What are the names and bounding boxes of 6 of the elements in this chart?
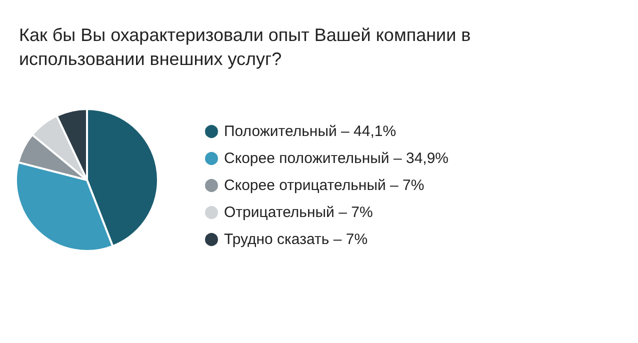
chart-title: Как бы Вы охарактеризовали опыт Вашей компании в использовании внешних услуг? [19,25,476,69]
legend-label: Отрицательный – 7% [224,204,373,221]
legend-label: Скорее отрицательный – 7% [224,177,424,194]
legend-label: Положительный – 44,1% [224,123,396,140]
legend-label: Трудно сказать – 7% [224,231,368,248]
legend-label: Скорее положительный – 34,9% [224,150,449,167]
